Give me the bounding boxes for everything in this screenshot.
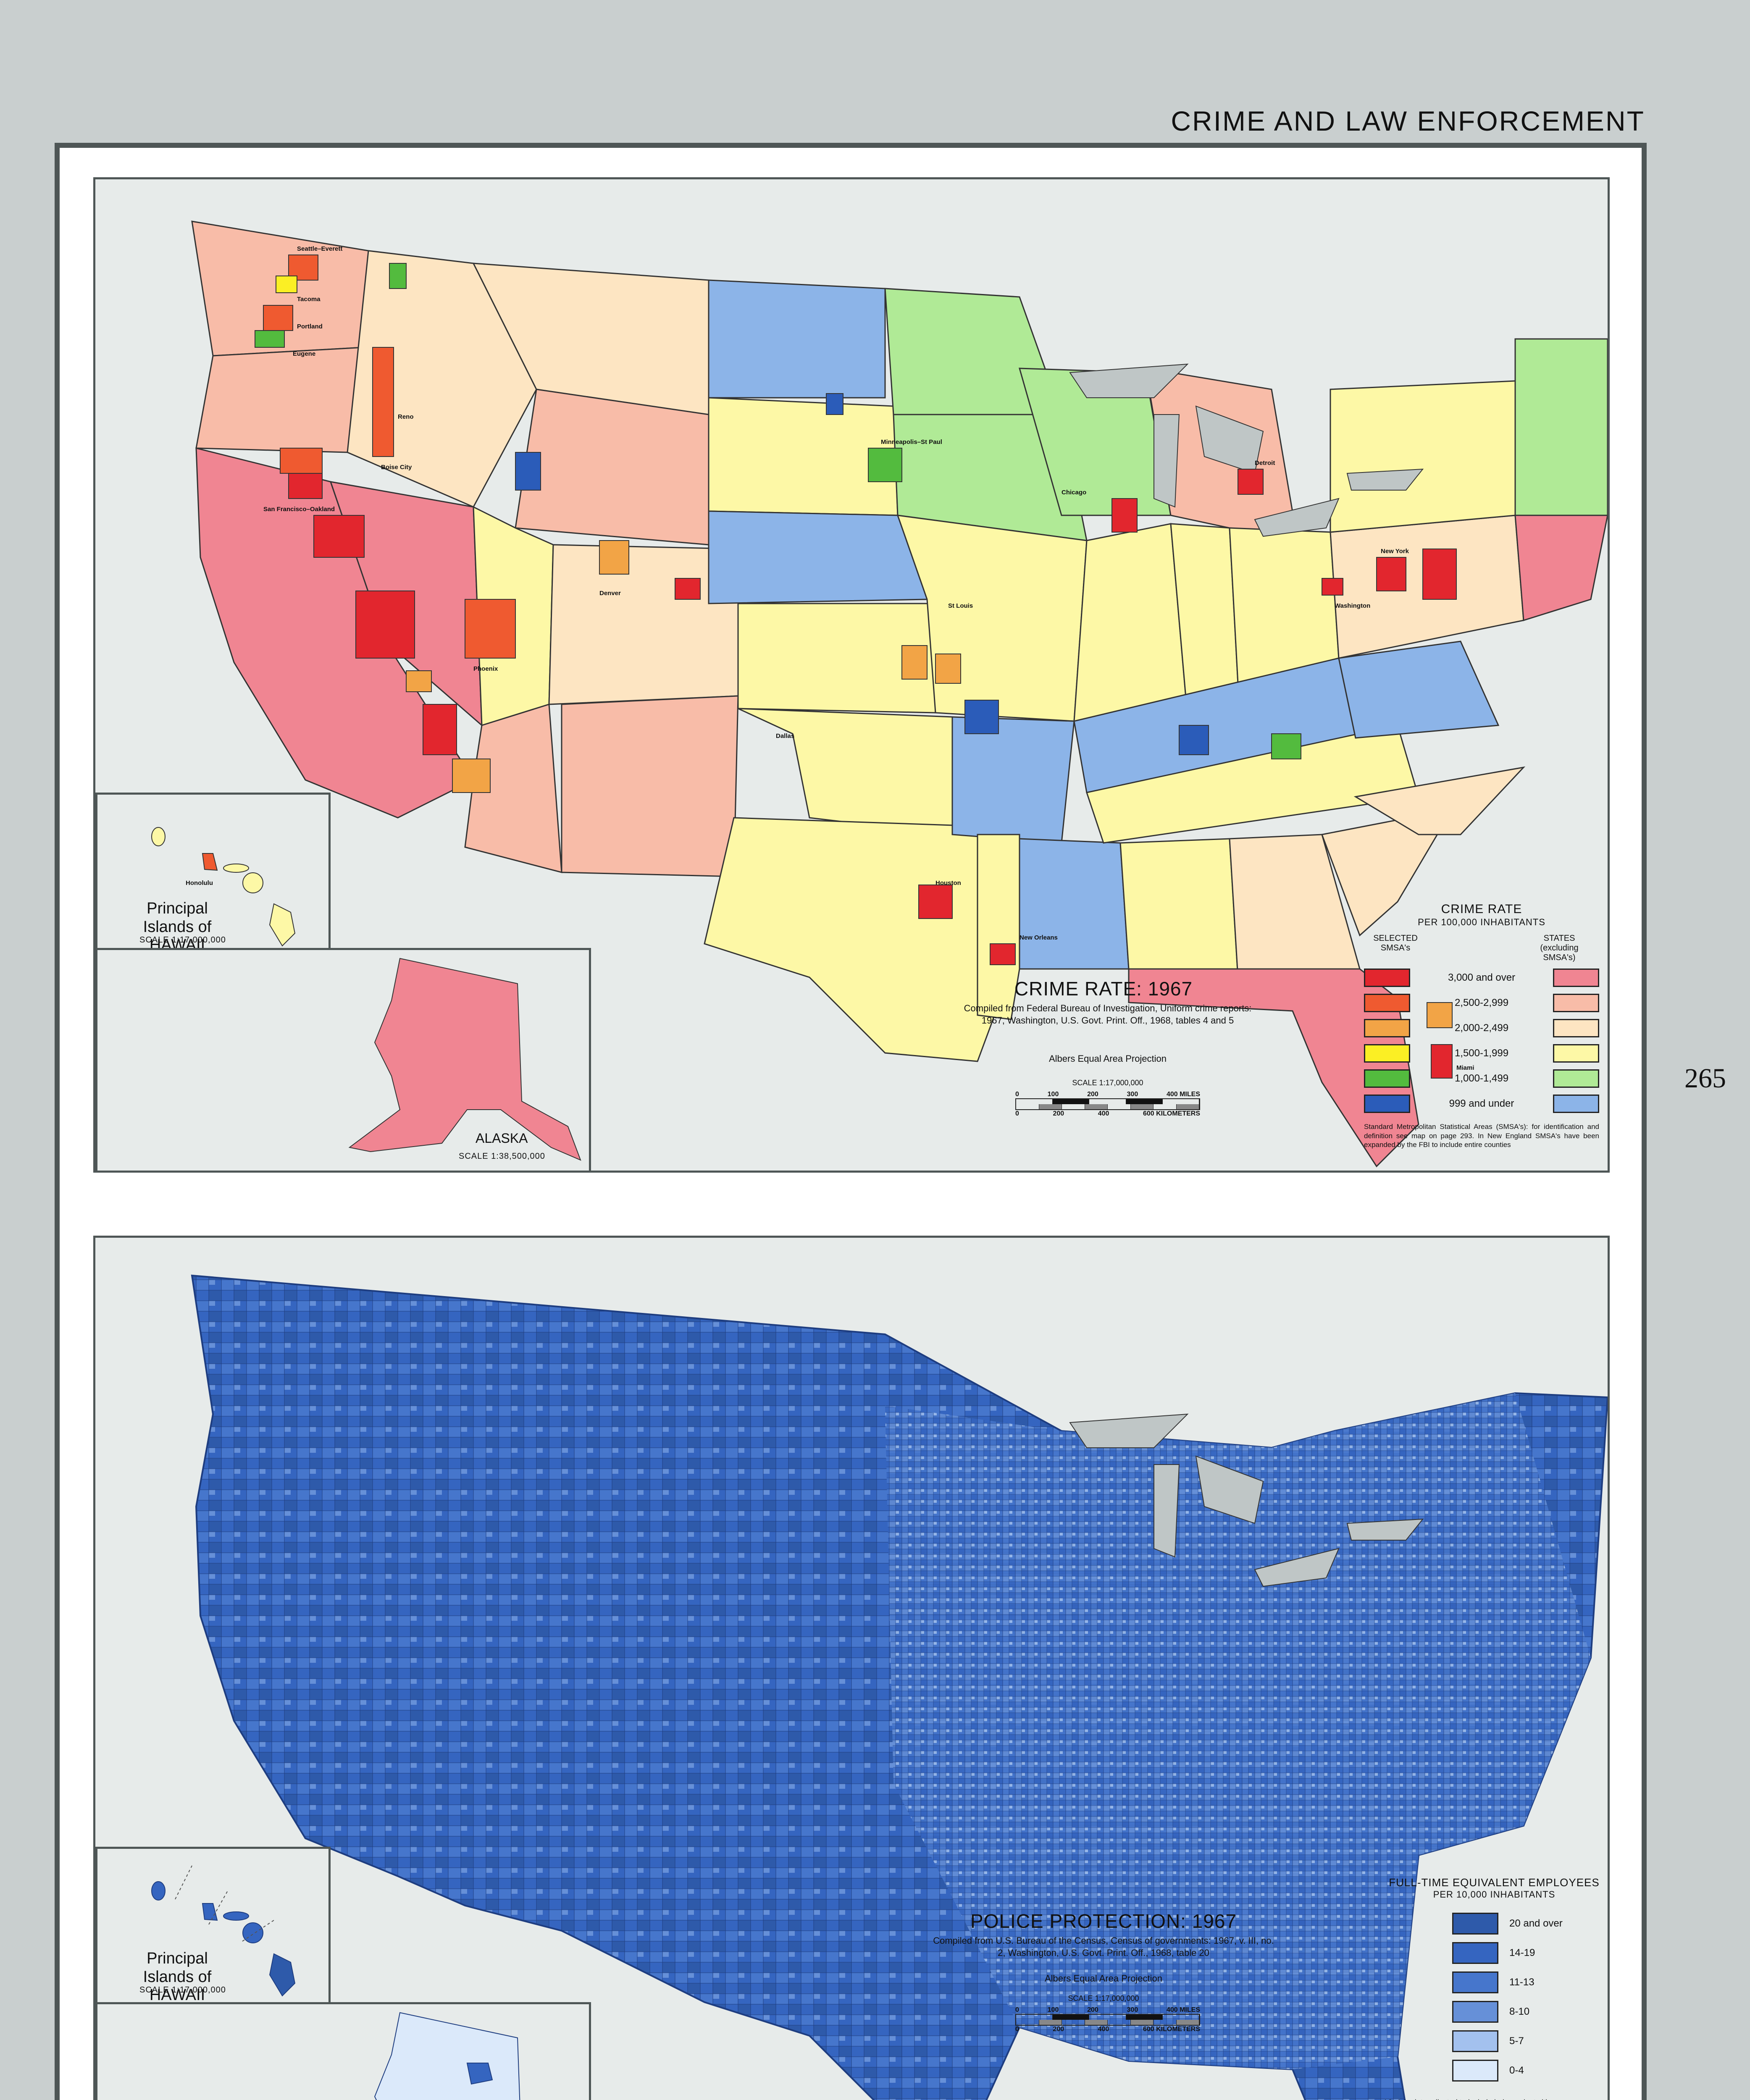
city-label: Boise City [381,464,412,471]
hawaii-islands: Honolulu [151,827,296,947]
crime-rate-us-map: Seattle–Everett Tacoma Portland Eugene B… [191,220,1608,1168]
alaska-inset: ALASKA SCALE 1:38,500,000 Alaska data ba… [95,2002,591,2100]
legend-row: 1,500-1,999 [1364,1041,1599,1066]
alaska-shape [348,958,581,1161]
city-label: Tacoma [297,296,321,303]
alaska-inset-title: ALASKA [476,1131,528,1146]
city-label: St Louis [948,602,973,609]
city-label: Miami [1456,1064,1474,1071]
legend-row: 5-7 [1452,2026,1603,2056]
city-label: New Orleans [1020,934,1058,941]
crime-legend-note: Standard Metropolitan Statistical Areas … [1364,1123,1599,1149]
hawaii-islands [151,1865,296,1997]
svg-text:Honolulu: Honolulu [186,879,213,887]
hawaii-inset: Principal Islands of HAWAII SCALE 1:17,0… [95,1847,331,2006]
city-label: Detroit [1255,459,1275,467]
hawaii-inset-scale: SCALE 1:17,000,000 [139,935,226,945]
hawaii-inset-scale: SCALE 1:17,000,000 [139,1985,226,1995]
crime-rate-legend: CRIME RATE PER 100,000 INHABITANTS SELEC… [1364,902,1599,1149]
legend-row: 20 and over [1452,1909,1603,1938]
legend-row: 8-10 [1452,1997,1603,2026]
city-label: Portland [297,323,323,330]
police-map-source: Compiled from U.S. Bureau of the Census,… [933,1935,1274,1958]
legend-row: 999 and under [1364,1091,1599,1116]
hawaii-inset-title: Principal Islands of HAWAII [143,1950,212,2004]
city-label: Phoenix [473,665,498,672]
crime-map-scale: SCALE 1:17,000,000 [1072,1079,1143,1087]
police-map-scalebar: 0 100 200 300 400 MILES 0 200 400 600 KILOMETER… [1015,2006,1200,2033]
page-number: 265 [1684,1063,1726,1094]
crime-map-projection: Albers Equal Area Projection [1048,1053,1167,1064]
city-label: San Francisco–Oakland [263,506,335,513]
section-title: CRIME AND LAW ENFORCEMENT [1171,105,1645,136]
police-map-projection: Albers Equal Area Projection [1044,1973,1163,1984]
legend-row: 1,000-1,499 [1364,1066,1599,1091]
legend-row: 2,000-2,499 [1364,1016,1599,1041]
hawaii-inset: Honolulu Principal Islands of HAWAII SCA… [95,793,331,954]
city-label: Houston [935,879,961,887]
crime-map-scalebar: 0 100 200 300 400 MILES 0 200 400 600 KILOMETER… [1015,1091,1200,1117]
police-protection-legend: FULL-TIME EQUIVALENT EMPLOYEES PER 10,00… [1385,1876,1603,2100]
city-label: Minneapolis–St Paul [881,438,942,446]
page-frame: Seattle–Everett Tacoma Portland Eugene B… [55,143,1647,2100]
crime-rate-map: Seattle–Everett Tacoma Portland Eugene B… [93,177,1610,1173]
police-map-scale: SCALE 1:17,000,000 [1068,1994,1139,2003]
city-label: Washington [1335,602,1370,609]
legend-row: 0-4 [1452,2056,1603,2085]
alaska-shape [374,2012,520,2100]
hawaii-inset-title: Principal Islands of HAWAII [143,900,212,954]
legend-row: 14-19 [1452,1938,1603,1968]
police-map-title: POLICE PROTECTION: 1967 [970,1910,1237,1932]
city-label: Reno [398,413,414,420]
city-label: Eugene [293,350,315,357]
police-protection-map: Principal Islands of HAWAII SCALE 1:17,0… [93,1236,1610,2100]
city-label: Chicago [1062,489,1086,496]
legend-col-smsa: SELECTED SMSA's [1373,934,1418,953]
legend-row: 3,000 and over [1364,965,1599,990]
city-label: Dallas [776,732,794,740]
legend-row: 2,500-2,999 [1364,990,1599,1016]
alaska-inset-scale: SCALE 1:38,500,000 [459,1152,545,1161]
alaska-inset: ALASKA SCALE 1:38,500,000 [95,948,591,1171]
city-label: Seattle–Everett [297,245,342,252]
virginia-note: Virginia data adjusted to include indepe… [1385,2098,1603,2100]
legend-row: 11-13 [1452,1968,1603,1997]
police-protection-us-map [191,1274,1608,2100]
crime-map-source: Compiled from Federal Bureau of Investig… [964,1003,1252,1026]
legend-col-states: STATES (excluding SMSA's) [1540,934,1579,963]
city-label: Denver [599,590,621,597]
crime-map-title: CRIME RATE: 1967 [1014,978,1193,1000]
city-label: New York [1381,548,1409,555]
